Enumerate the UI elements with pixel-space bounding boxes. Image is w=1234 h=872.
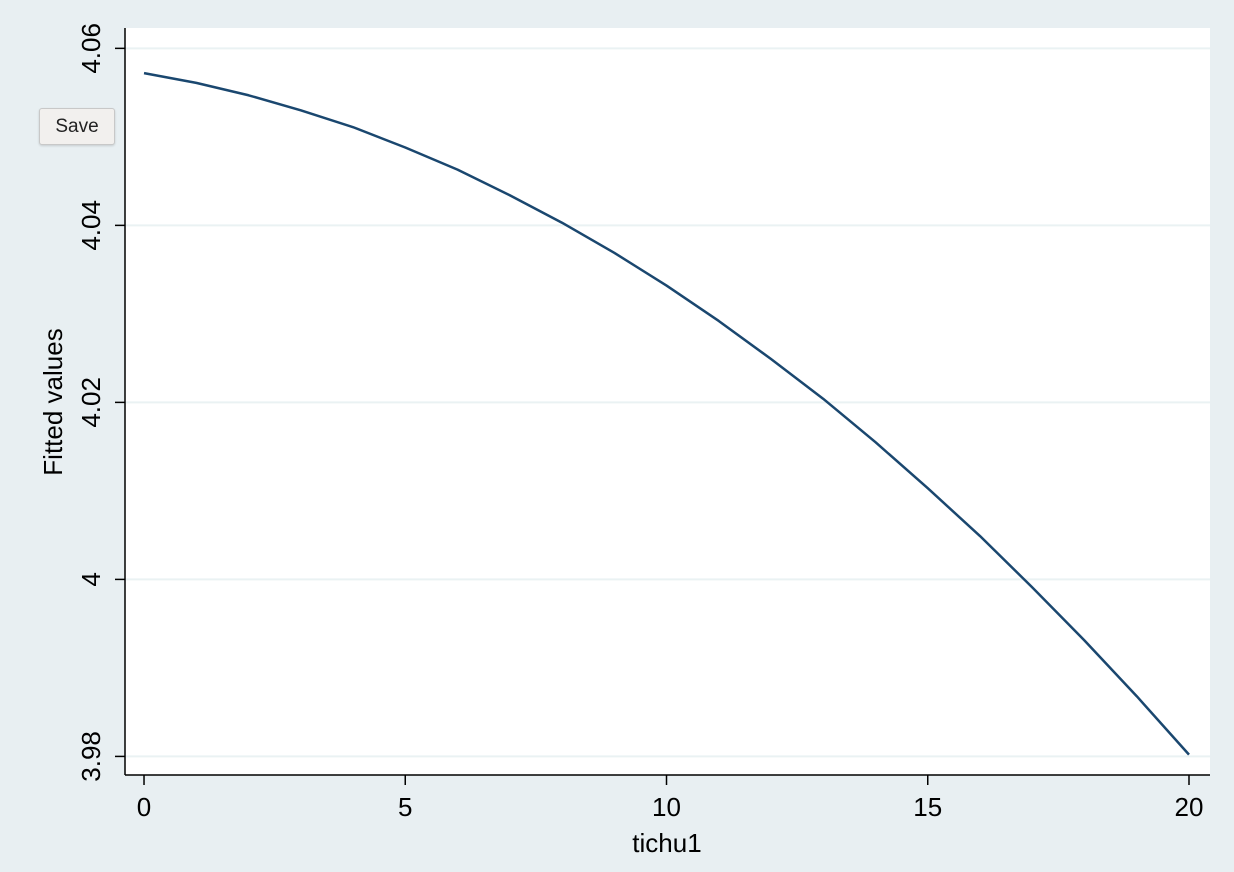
x-tick-label: 20: [1175, 792, 1204, 822]
x-axis-label: tichu1: [632, 828, 701, 858]
y-tick-label: 4: [76, 572, 106, 586]
y-tick-label: 4.04: [76, 200, 106, 251]
x-tick-label: 10: [652, 792, 681, 822]
grid: [125, 47, 1210, 758]
line: [143, 71, 1190, 756]
marks: [143, 71, 1190, 756]
y-axis-label: Fitted values: [38, 328, 68, 475]
x-tick-label: 5: [398, 792, 412, 822]
y-tick-label: 4.02: [76, 377, 106, 428]
save-button[interactable]: Save: [39, 108, 115, 145]
x-tick-label: 15: [913, 792, 942, 822]
x-tick-label: 0: [137, 792, 151, 822]
y-tick-label: 4.06: [76, 23, 106, 74]
y-tick-label: 3.98: [76, 731, 106, 782]
